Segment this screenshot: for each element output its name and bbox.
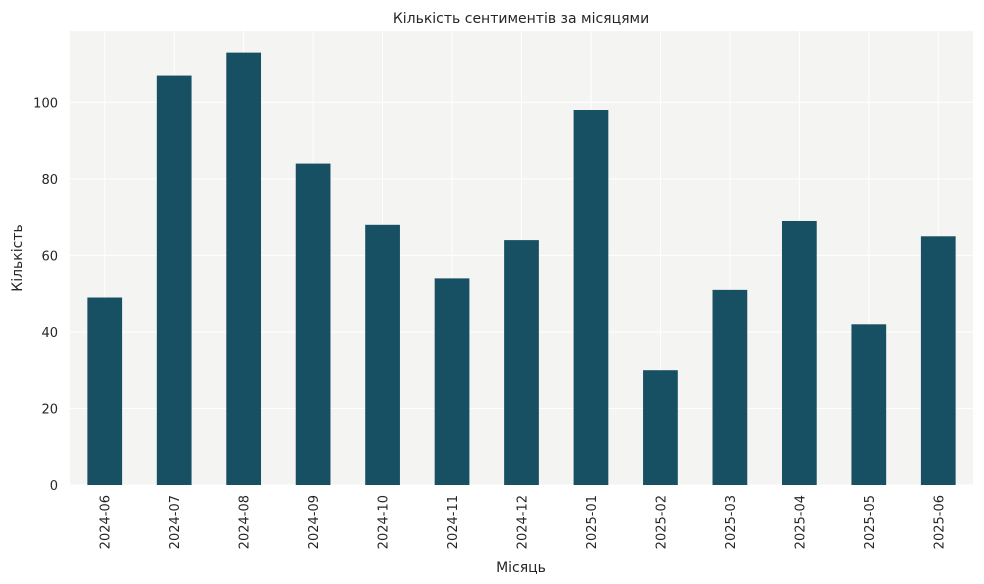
bar-2024-12 (504, 240, 539, 485)
bar-2024-10 (365, 224, 400, 485)
x-tick-label: 2024-11 (446, 495, 461, 549)
x-tick-label: 2025-06 (932, 495, 947, 549)
y-tick-label: 40 (41, 326, 58, 341)
x-tick-label: 2024-07 (168, 495, 183, 549)
y-tick-label: 20 (41, 402, 58, 417)
bar-2025-06 (920, 236, 956, 485)
bar-2025-02 (643, 370, 678, 485)
x-tick-label: 2025-02 (654, 495, 669, 549)
bar-2024-06 (87, 297, 123, 485)
x-axis-label: Місяць (496, 560, 546, 576)
x-tick-label: 2025-03 (724, 495, 739, 549)
x-tick-label: 2025-05 (863, 495, 878, 549)
x-tick-label: 2025-04 (793, 495, 808, 549)
chart-title: Кількість сентиментів за місяцями (393, 11, 649, 27)
y-tick-label: 100 (33, 96, 58, 111)
x-tick-labels: 2024-06 2024-07 2024-08 2024-09 2024-10 2024-… (99, 495, 948, 549)
bar-2025-03 (712, 289, 748, 485)
bar-2024-07 (156, 75, 192, 485)
bar-2025-01 (573, 110, 609, 486)
x-tick-label: 2024-08 (238, 495, 253, 549)
y-tick-label: 80 (41, 173, 58, 188)
bar-2024-08 (226, 52, 262, 485)
x-tick-label: 2025-01 (585, 495, 600, 549)
bar-2024-11 (434, 278, 470, 485)
bar-2025-04 (781, 220, 817, 485)
x-tick-label: 2024-09 (307, 495, 322, 549)
bar-2025-05 (851, 324, 887, 485)
x-tick-label: 2024-10 (377, 495, 392, 549)
bars (87, 52, 956, 486)
x-tick-label: 2024-12 (516, 495, 531, 549)
y-axis-label: Кількість (10, 224, 26, 291)
y-tick-label: 0 (50, 479, 58, 494)
x-tick-label: 2024-06 (99, 495, 114, 549)
y-tick-label: 60 (41, 249, 58, 264)
y-tick-labels: 0 20 40 60 80 100 (33, 96, 58, 494)
bar-2024-09 (295, 163, 331, 485)
